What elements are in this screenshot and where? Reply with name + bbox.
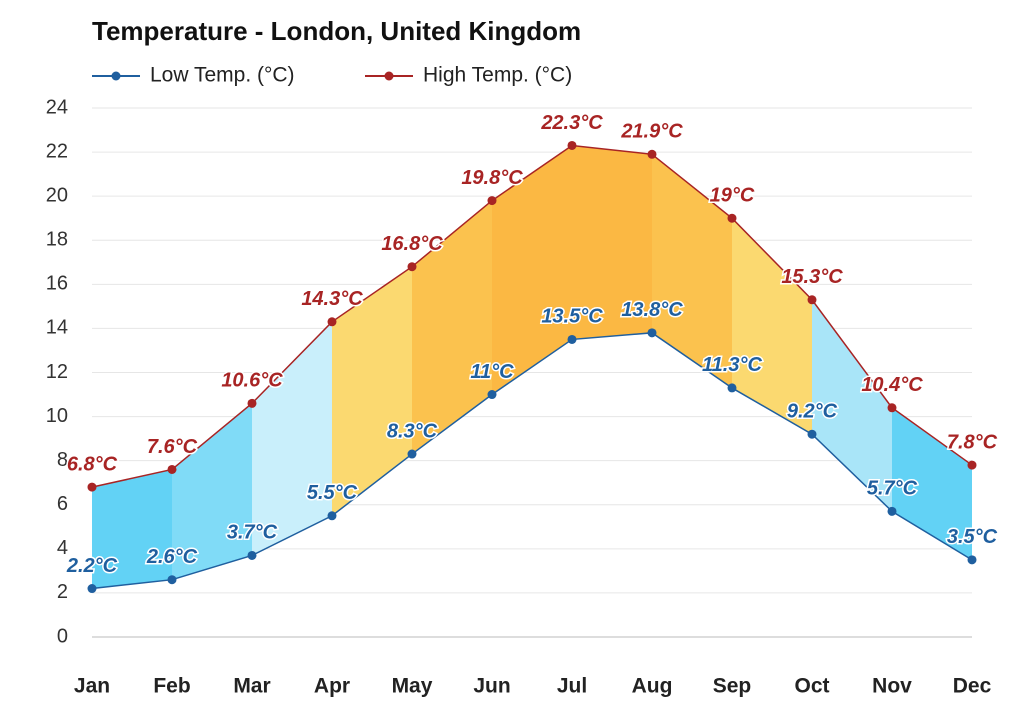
data-point bbox=[487, 196, 497, 206]
data-label: 3.5°C bbox=[947, 526, 998, 548]
range-band bbox=[812, 299, 892, 512]
x-tick-label: Mar bbox=[233, 675, 270, 698]
legend-item: High Temp. (°C) bbox=[365, 64, 572, 87]
data-point bbox=[247, 550, 257, 560]
data-label: 2.6°C bbox=[146, 546, 198, 568]
x-tick-label: Jan bbox=[74, 675, 110, 698]
data-label: 3.7°C bbox=[227, 522, 278, 544]
range-band bbox=[732, 218, 812, 435]
data-point bbox=[647, 328, 657, 338]
y-tick-label: 4 bbox=[57, 537, 68, 559]
y-tick-label: 16 bbox=[46, 273, 68, 295]
x-tick-label: Apr bbox=[314, 675, 350, 698]
legend-label: Low Temp. (°C) bbox=[150, 64, 295, 87]
x-tick-label: Sep bbox=[713, 675, 752, 698]
legend-marker bbox=[384, 71, 394, 81]
data-label: 19.8°C bbox=[461, 167, 523, 189]
y-tick-label: 0 bbox=[57, 625, 68, 647]
data-point bbox=[407, 449, 417, 459]
legend-marker bbox=[111, 71, 121, 81]
data-point bbox=[727, 383, 737, 393]
series-line bbox=[91, 144, 973, 488]
data-label: 13.5°C bbox=[541, 306, 603, 328]
x-tick-label: Jun bbox=[473, 675, 510, 698]
y-tick-label: 22 bbox=[46, 140, 68, 162]
data-point bbox=[567, 334, 577, 344]
data-label: 7.6°C bbox=[147, 436, 198, 458]
y-tick-label: 6 bbox=[57, 493, 68, 515]
x-tick-label: Jul bbox=[557, 675, 587, 698]
x-tick-label: May bbox=[392, 675, 433, 698]
data-label: 10.4°C bbox=[861, 374, 923, 396]
data-label: 21.9°C bbox=[620, 121, 683, 143]
data-point bbox=[967, 460, 977, 470]
y-tick-label: 8 bbox=[57, 449, 68, 471]
y-tick-label: 18 bbox=[46, 229, 68, 251]
x-tick-label: Nov bbox=[872, 675, 912, 698]
data-label: 7.8°C bbox=[947, 431, 998, 453]
data-point bbox=[87, 482, 97, 492]
range-band bbox=[652, 154, 732, 388]
data-label: 16.8°C bbox=[381, 233, 443, 255]
range-band bbox=[572, 145, 652, 340]
y-tick-label: 10 bbox=[46, 405, 68, 427]
data-point bbox=[87, 584, 97, 594]
data-label: 5.5°C bbox=[307, 482, 358, 504]
legend-label: High Temp. (°C) bbox=[423, 64, 572, 87]
data-point bbox=[967, 555, 977, 565]
data-point bbox=[567, 140, 577, 150]
data-point bbox=[807, 429, 817, 439]
data-point bbox=[407, 262, 417, 272]
data-label: 22.3°C bbox=[540, 112, 603, 134]
data-point bbox=[887, 403, 897, 413]
y-tick-label: 2 bbox=[57, 581, 68, 603]
data-point bbox=[167, 464, 177, 474]
y-tick-label: 14 bbox=[46, 317, 68, 339]
data-point bbox=[807, 295, 817, 305]
range-band bbox=[892, 407, 972, 560]
data-point bbox=[887, 506, 897, 516]
range-band bbox=[332, 266, 412, 516]
data-label: 15.3°C bbox=[781, 266, 843, 288]
y-tick-label: 12 bbox=[46, 361, 68, 383]
data-point bbox=[327, 317, 337, 327]
chart-title: Temperature - London, United Kingdom bbox=[92, 16, 581, 46]
range-band bbox=[492, 145, 572, 395]
legend-item: Low Temp. (°C) bbox=[92, 64, 295, 87]
y-tick-label: 24 bbox=[46, 96, 68, 118]
data-point bbox=[727, 213, 737, 223]
x-tick-label: Aug bbox=[632, 675, 673, 698]
data-label: 19°C bbox=[710, 184, 755, 206]
series-line bbox=[91, 332, 973, 590]
data-point bbox=[327, 511, 337, 521]
data-label: 11.3°C bbox=[702, 354, 762, 376]
data-label: 8.3°C bbox=[387, 420, 438, 442]
data-label: 11°C bbox=[470, 361, 514, 383]
range-band bbox=[252, 321, 332, 556]
data-point bbox=[247, 398, 257, 408]
range-band bbox=[172, 403, 252, 580]
range-band bbox=[412, 200, 492, 455]
range-band bbox=[92, 469, 172, 589]
x-tick-label: Feb bbox=[153, 675, 190, 698]
data-point bbox=[167, 575, 177, 585]
data-label: 2.2°C bbox=[66, 555, 118, 577]
data-label: 10.6°C bbox=[221, 370, 283, 392]
data-label: 9.2°C bbox=[787, 400, 838, 422]
x-tick-label: Oct bbox=[794, 675, 829, 698]
x-tick-label: Dec bbox=[953, 675, 992, 698]
data-point bbox=[647, 149, 657, 159]
data-point bbox=[487, 390, 497, 400]
data-label: 14.3°C bbox=[301, 288, 363, 310]
data-label: 6.8°C bbox=[67, 453, 118, 475]
data-label: 13.8°C bbox=[621, 299, 683, 321]
data-label: 5.7°C bbox=[867, 478, 918, 500]
y-tick-label: 20 bbox=[46, 184, 68, 206]
